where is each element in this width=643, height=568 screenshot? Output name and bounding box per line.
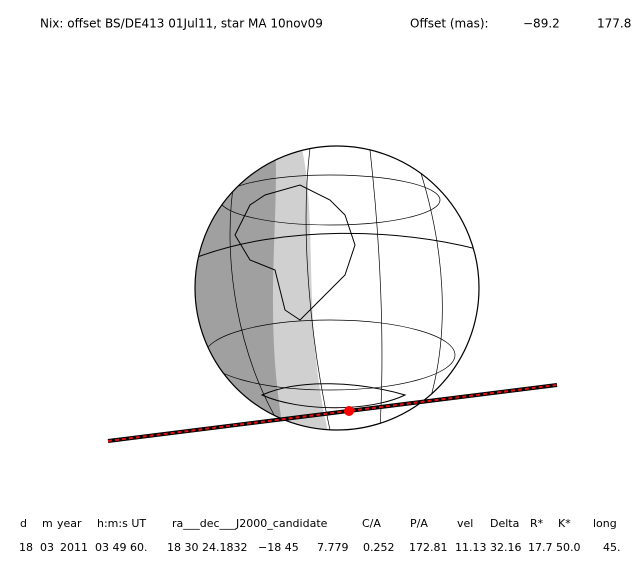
night-side bbox=[195, 146, 285, 430]
offset-y: 177.8 bbox=[597, 17, 631, 31]
meridian bbox=[369, 149, 383, 429]
cell: 03 bbox=[40, 541, 54, 554]
cell: 172.81 bbox=[409, 541, 448, 554]
column-header: R* bbox=[530, 517, 544, 530]
result-table: d m year h:m:s UT ra___dec___J2000_candidate… bbox=[19, 517, 621, 554]
title: Nix: offset BS/DE413 01Jul11, star MA 10… bbox=[40, 17, 323, 31]
column-header: year bbox=[57, 517, 82, 530]
offset-label: Offset (mas): bbox=[410, 17, 489, 31]
continent-antarctica bbox=[260, 383, 407, 409]
cell: 11.13 bbox=[455, 541, 487, 554]
column-header: ra___dec___J2000_candidate bbox=[172, 517, 328, 530]
meridian bbox=[229, 174, 281, 426]
column-header: vel bbox=[457, 517, 473, 530]
column-header: h:m:s UT bbox=[97, 517, 146, 530]
meridian bbox=[419, 169, 443, 401]
column-header: m bbox=[42, 517, 53, 530]
continent-africa bbox=[234, 184, 356, 321]
column-header: P/A bbox=[410, 517, 428, 530]
offset-x: −89.2 bbox=[523, 17, 560, 31]
closest-approach bbox=[344, 406, 354, 416]
column-header: Delta bbox=[490, 517, 519, 530]
cell: 17.7 bbox=[528, 541, 553, 554]
meridian bbox=[305, 147, 331, 430]
globe-outline bbox=[194, 145, 480, 431]
globe bbox=[195, 146, 479, 430]
cell: 18 bbox=[19, 541, 33, 554]
cell: 0.252 bbox=[363, 541, 395, 554]
equator bbox=[195, 232, 479, 259]
occultation-path-center bbox=[107, 384, 558, 442]
cell: −18 45 bbox=[258, 541, 299, 554]
cell: 50.0 bbox=[556, 541, 581, 554]
column-header: K* bbox=[558, 517, 571, 530]
cell: 45. bbox=[603, 541, 621, 554]
cell: 2011 bbox=[60, 541, 88, 554]
column-header: C/A bbox=[362, 517, 381, 530]
column-header: long bbox=[593, 517, 617, 530]
cell: 18 30 24.1832 bbox=[167, 541, 247, 554]
cell: 03 49 60. bbox=[95, 541, 147, 554]
column-header: d bbox=[20, 517, 27, 530]
cell: 32.16 bbox=[490, 541, 522, 554]
cell: 7.779 bbox=[317, 541, 349, 554]
